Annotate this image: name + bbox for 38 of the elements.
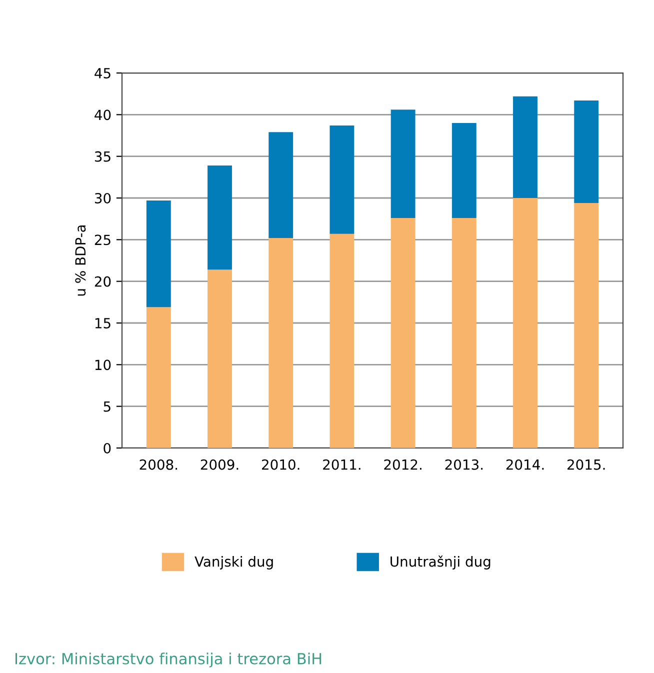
x-tick-label: 2012.	[384, 459, 422, 470]
legend-label: Unutrašnji dug	[390, 555, 490, 570]
y-tick-label: 30	[94, 192, 111, 204]
y-tick-label: 0	[104, 442, 111, 454]
text: Izvor: Ministarstvo finansija i trezora BiH	[16, 652, 322, 668]
x-tick-label: 2013.	[445, 459, 483, 470]
y-tick-label: 35	[94, 151, 110, 162]
x-tick-label: 2010.	[262, 459, 300, 470]
bar	[513, 96, 538, 198]
bar	[208, 270, 232, 448]
bar	[330, 234, 354, 448]
bar	[268, 238, 294, 448]
bar	[330, 126, 354, 234]
bar	[390, 110, 416, 218]
y-tick-label: 15	[95, 318, 110, 328]
x-tick-label: 2015.	[567, 459, 605, 470]
bar	[574, 203, 599, 448]
y-tick-label: 20	[94, 276, 111, 287]
y-tick-label: 5	[104, 401, 110, 412]
bar	[513, 198, 538, 448]
x-tick-label: 2011.	[323, 459, 360, 470]
bar	[268, 132, 294, 238]
y-tick-label: 45	[94, 68, 110, 78]
bar	[452, 123, 476, 218]
y-tick-label: 10	[95, 360, 111, 370]
y-tick-label: 25	[94, 234, 110, 246]
bar	[208, 166, 232, 270]
bar	[390, 218, 416, 448]
x-tick-label: 2014.	[506, 459, 544, 470]
x-tick-label: 2008.	[140, 459, 178, 470]
y-axis-title: u % BDP-a	[75, 225, 86, 296]
bar	[146, 200, 171, 308]
bar	[146, 307, 171, 448]
legend-label: Vanjski dug	[194, 556, 273, 570]
x-tick-label: 2009.	[200, 459, 238, 470]
bar	[452, 218, 476, 448]
bar	[574, 100, 599, 203]
y-tick-label: 40	[94, 110, 111, 120]
